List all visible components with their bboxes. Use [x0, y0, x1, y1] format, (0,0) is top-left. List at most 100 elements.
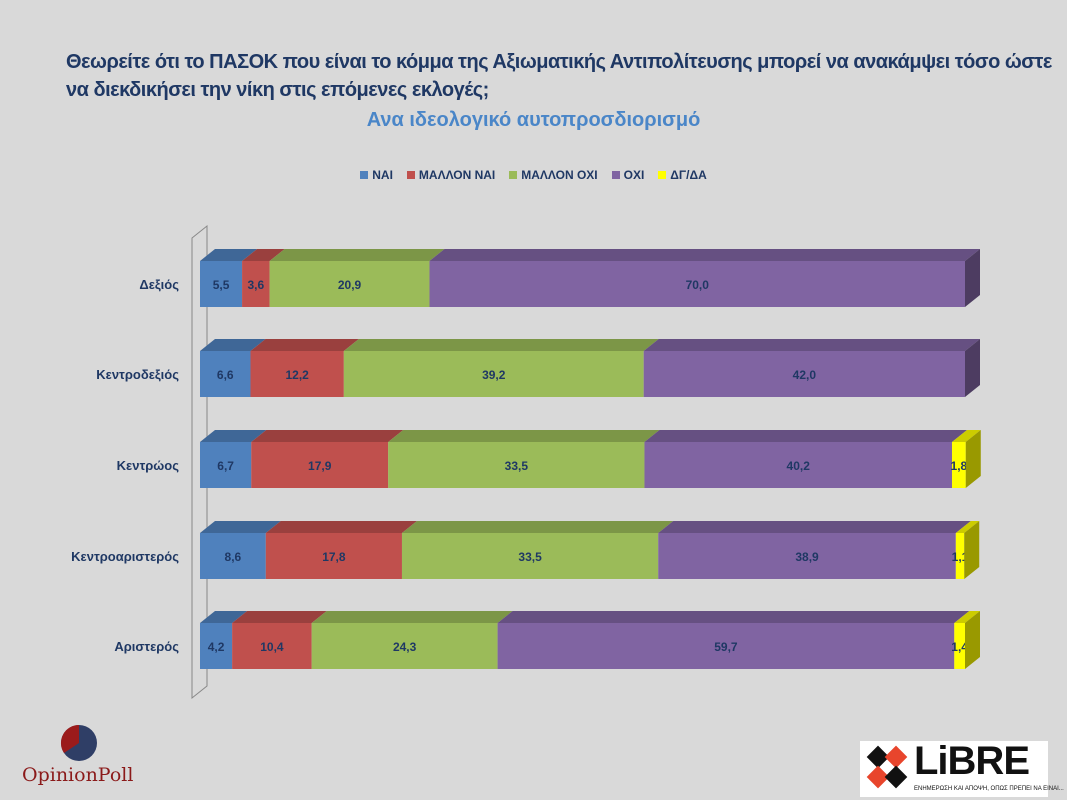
- bar-segment: [497, 623, 955, 669]
- bar-segment: [954, 623, 965, 669]
- legend-item: ΜΑΛΛΟΝ ΟΧΙ: [509, 168, 598, 182]
- bar-segment: [951, 442, 966, 488]
- bar-top: [200, 611, 248, 623]
- data-label: 6,7: [217, 459, 234, 473]
- data-label: 1,8: [951, 459, 968, 473]
- data-label: 40,2: [787, 459, 811, 473]
- bar-side: [965, 249, 980, 307]
- chart-subtitle: Ανα ιδεολογικό αυτοπροσδιορισμό: [366, 109, 701, 131]
- bar-segment: [955, 533, 965, 579]
- bar-segment: [269, 261, 430, 307]
- chart-title: Θεωρείτε ότι το ΠΑΣΟΚ που είναι το κόμμα…: [66, 51, 1052, 101]
- bar-segment: [200, 623, 233, 669]
- bar-segment: [250, 351, 344, 397]
- libre-logo: LiBRE ΕΝΗΜΕΡΩΣΗ ΚΑΙ ΑΠΟΨΗ, ΟΠΩΣ ΠΡΕΠΕΙ Ν…: [860, 739, 1064, 797]
- bar-top: [232, 611, 327, 623]
- bar-top: [388, 430, 660, 442]
- category-label: Κεντροαριστερός: [71, 549, 179, 564]
- data-label: 10,4: [260, 640, 284, 654]
- data-label: 3,6: [248, 278, 265, 292]
- bar-segment: [242, 261, 270, 307]
- bar-segment: [251, 442, 389, 488]
- bar-segment: [200, 351, 251, 397]
- category-label: Αριστερός: [114, 639, 179, 654]
- bar-segment: [200, 533, 266, 579]
- legend-label: ΝΑΙ: [372, 168, 393, 182]
- legend-swatch: [360, 171, 369, 179]
- data-label: 33,5: [505, 459, 529, 473]
- bar-segment: [658, 533, 956, 579]
- bar-top: [401, 521, 674, 533]
- bar-segment: [265, 533, 402, 579]
- category-label: Δεξιός: [139, 277, 179, 292]
- legend-label: ΔΓ/ΔΑ: [670, 168, 707, 182]
- bar-segment: [311, 623, 498, 669]
- bar-top: [644, 430, 967, 442]
- bar-top: [311, 611, 513, 623]
- bar-side: [965, 430, 981, 488]
- bar-segment: [644, 442, 952, 488]
- bar-segment: [388, 442, 645, 488]
- data-label: 6,6: [217, 368, 234, 382]
- bar-segment: [343, 351, 644, 397]
- chart-header: Θεωρείτε ότι το ΠΑΣΟΚ που είναι το κόμμα…: [0, 48, 1067, 182]
- bar-top: [643, 339, 980, 351]
- legend-item: ΟΧΙ: [611, 168, 644, 182]
- libre-mark-icon: [866, 745, 908, 789]
- axis-wall: [191, 224, 208, 700]
- bar-top: [242, 249, 285, 261]
- legend-label: ΜΑΛΛΟΝ ΝΑΙ: [418, 168, 496, 182]
- legend-item: ΝΑΙ: [360, 168, 393, 182]
- data-label: 1,4: [951, 640, 968, 654]
- bar-side: [965, 611, 980, 669]
- data-label: 4,2: [208, 640, 225, 654]
- data-label: 38,9: [795, 550, 819, 564]
- bar-segment: [232, 623, 312, 669]
- bar-top: [251, 430, 404, 442]
- category-label: Κεντρώος: [117, 458, 180, 473]
- bar-top: [343, 339, 659, 351]
- data-label: 70,0: [686, 278, 710, 292]
- bar-top: [954, 611, 980, 623]
- legend: ΝΑΙ ΜΑΛΛΟΝ ΝΑΙ ΜΑΛΛΟΝ ΟΧΙ ΟΧΙ ΔΓ/ΔΑ: [0, 168, 1067, 182]
- bar-top: [265, 521, 417, 533]
- data-label: 33,5: [518, 550, 542, 564]
- bar-top: [951, 430, 981, 442]
- bar-top: [250, 339, 359, 351]
- bar-segment: [200, 261, 243, 307]
- legend-swatch: [509, 171, 518, 179]
- bar-top: [269, 249, 445, 261]
- bar-segment: [200, 442, 252, 488]
- opinionpoll-logo-text: OpinionPoll: [22, 764, 134, 786]
- data-label: 17,9: [308, 459, 332, 473]
- data-label: 5,5: [213, 278, 230, 292]
- data-label: 39,2: [482, 368, 506, 382]
- category-label: Κεντροδεξιός: [96, 367, 179, 382]
- bar-top: [429, 249, 980, 261]
- bar-top: [955, 521, 980, 533]
- bar-top: [200, 249, 258, 261]
- bar-segment: [401, 533, 659, 579]
- data-label: 59,7: [714, 640, 738, 654]
- legend-swatch: [406, 171, 415, 179]
- data-label: 20,9: [338, 278, 362, 292]
- legend-swatch: [658, 171, 667, 179]
- bar-top: [200, 430, 267, 442]
- legend-item: ΜΑΛΛΟΝ ΝΑΙ: [406, 168, 496, 182]
- bar-segment: [643, 351, 965, 397]
- data-label: 8,6: [225, 550, 242, 564]
- data-label: 42,0: [793, 368, 817, 382]
- bar-segment: [429, 261, 965, 307]
- bar-top: [200, 521, 281, 533]
- bar-side: [964, 521, 980, 579]
- legend-swatch: [611, 171, 620, 179]
- data-label: 24,3: [393, 640, 417, 654]
- bar-top: [200, 339, 266, 351]
- legend-label: ΜΑΛΛΟΝ ΟΧΙ: [521, 168, 598, 182]
- libre-tagline: ΕΝΗΜΕΡΩΣΗ ΚΑΙ ΑΠΟΨΗ, ΟΠΩΣ ΠΡΕΠΕΙ ΝΑ ΕΙΝΑ…: [914, 786, 1064, 792]
- bar-side: [965, 339, 980, 397]
- pie-logo-icon: [60, 724, 97, 761]
- data-label: 17,8: [322, 550, 346, 564]
- libre-logo-text: LiBRE: [914, 739, 1030, 783]
